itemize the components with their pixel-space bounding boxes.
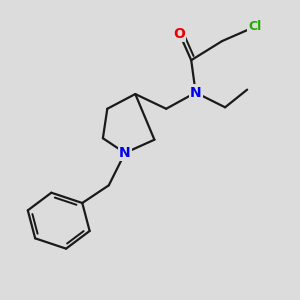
Text: N: N: [190, 85, 202, 100]
Text: N: N: [119, 146, 131, 160]
Text: Cl: Cl: [248, 20, 261, 33]
Text: O: O: [173, 27, 185, 41]
